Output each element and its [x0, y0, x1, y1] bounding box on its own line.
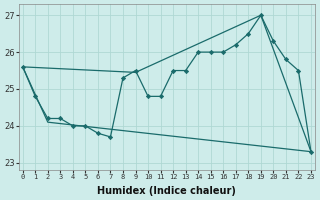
X-axis label: Humidex (Indice chaleur): Humidex (Indice chaleur) [97, 186, 236, 196]
